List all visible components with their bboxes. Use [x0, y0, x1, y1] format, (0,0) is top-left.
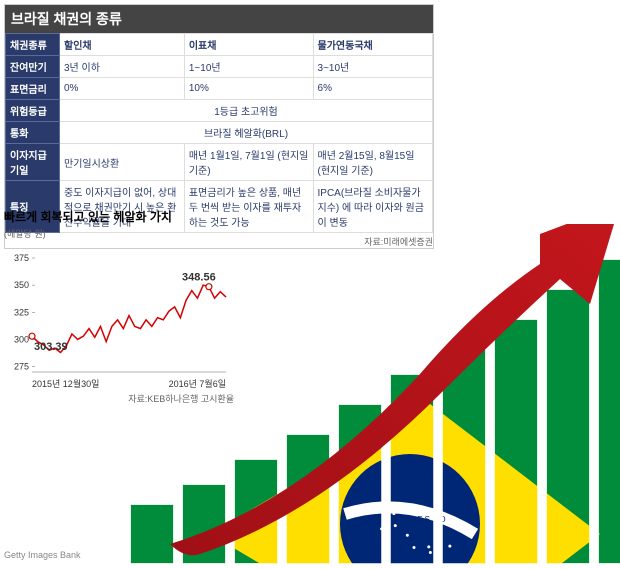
th-currency: 통화 — [6, 122, 60, 144]
col-coupon: 이표채 — [184, 34, 313, 56]
svg-text:375: 375 — [14, 253, 29, 263]
cell-risk: 1등급 초고위험 — [60, 100, 433, 122]
svg-text:348.56: 348.56 — [182, 272, 216, 284]
svg-text:PROGRESSO: PROGRESSO — [378, 515, 448, 524]
th-maturity: 잔여만기 — [6, 56, 60, 78]
cell: 매년 1월1일, 7월1일 (현지일 기준) — [184, 144, 313, 181]
cell: 매년 2월15일, 8월15일 (현지일 기준) — [313, 144, 432, 181]
svg-text:303.39: 303.39 — [34, 341, 68, 353]
svg-text:2015년 12월30일: 2015년 12월30일 — [32, 378, 99, 389]
line-chart: 빠르게 회복되고 있는 헤알화 가치 (헤알당 원) 275 300 325 350 3… — [4, 208, 234, 405]
th-risk: 위험등급 — [6, 100, 60, 122]
cell: IPCA(브라질 소비자물가지수) 에 따라 이자와 원금이 변동 — [313, 181, 432, 233]
cell: 만기일시상환 — [60, 144, 185, 181]
table-title: 브라질 채권의 종류 — [5, 5, 433, 33]
cell: 3~10년 — [313, 56, 432, 78]
image-credit: Getty Images Bank — [4, 550, 81, 560]
th-interest-date: 이자지급기일 — [6, 144, 60, 181]
th-coupon-rate: 표면금리 — [6, 78, 60, 100]
chart-svg: 275 300 325 350 375 303.39 348.56 2015년 12월30일 2… — [4, 240, 234, 390]
svg-text:325: 325 — [14, 307, 29, 317]
cell-currency: 브라질 헤알화(BRL) — [60, 122, 433, 144]
svg-text:2016년 7월6일: 2016년 7월6일 — [169, 378, 226, 389]
bond-types-table: 채권종류 할인채 이표채 물가연동국채 잔여만기 3년 이하 1~10년 3~1… — [5, 33, 433, 233]
chart-unit: (헤알당 원) — [4, 227, 234, 240]
svg-text:350: 350 — [14, 280, 29, 290]
cell: 6% — [313, 78, 432, 100]
cell: 10% — [184, 78, 313, 100]
cell: 0% — [60, 78, 185, 100]
chart-title: 빠르게 회복되고 있는 헤알화 가치 — [4, 208, 234, 225]
svg-text:300: 300 — [14, 334, 29, 344]
col-discount: 할인채 — [60, 34, 185, 56]
cell: 1~10년 — [184, 56, 313, 78]
th-type: 채권종류 — [6, 34, 60, 56]
chart-source: 자료:KEB하나은행 고시환율 — [4, 392, 234, 405]
col-inflation: 물가연동국채 — [313, 34, 432, 56]
cell: 3년 이하 — [60, 56, 185, 78]
svg-text:275: 275 — [14, 362, 29, 372]
